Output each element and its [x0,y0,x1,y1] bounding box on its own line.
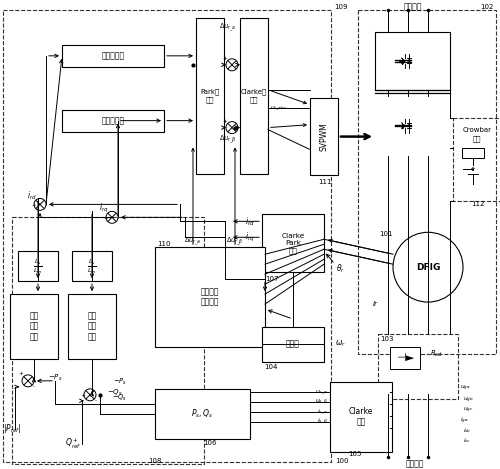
Text: $-P_s$: $-P_s$ [113,377,127,387]
Text: 111: 111 [318,180,332,185]
Text: $\Delta u_{r\_a}$: $\Delta u_{r\_a}$ [184,236,202,249]
Text: $i_{rd}$: $i_{rd}$ [245,215,255,227]
Text: -: - [95,398,97,403]
Text: $i_{sc}$: $i_{sc}$ [463,436,471,445]
Text: 锁相环: 锁相环 [286,340,300,348]
Bar [240,18,268,174]
Bar [453,118,500,201]
Text: Park逆
变换: Park逆 变换 [200,89,220,103]
Bar [262,214,324,272]
Text: $u_{s\_a}$: $u_{s\_a}$ [315,388,328,396]
Bar [375,32,450,90]
Text: 102: 102 [480,4,494,10]
Text: 104: 104 [264,364,278,370]
Text: 功率
控制
制器: 功率 控制 制器 [88,311,96,341]
Text: $\Delta u_{r\_\beta}$: $\Delta u_{r\_\beta}$ [219,134,237,146]
Text: 105: 105 [348,451,362,457]
Text: 109: 109 [334,4,348,10]
Text: 功率
控制
制器: 功率 控制 制器 [30,311,38,341]
Text: +: + [80,393,86,398]
Text: $i_{rq}$: $i_{rq}$ [246,231,255,244]
Text: 110: 110 [157,241,170,247]
Text: ⊣►: ⊣► [396,353,414,363]
Bar [62,110,164,132]
Bar [378,334,458,399]
Text: $\frac{L_s}{L_m}$: $\frac{L_s}{L_m}$ [87,257,97,276]
Text: 转子前馈
电压计算: 转子前馈 电压计算 [201,287,219,307]
Text: 电流控制器: 电流控制器 [102,116,124,125]
Bar [3,10,331,461]
Text: 电流控制器: 电流控制器 [102,51,124,61]
Text: Ir: Ir [373,301,378,307]
Text: SVPWM: SVPWM [320,122,328,151]
Text: $-Q_s$: $-Q_s$ [107,388,123,398]
Text: Clarke
Park
变换: Clarke Park 变换 [282,233,304,254]
Text: $|P_{ref}|$: $|P_{ref}|$ [3,422,22,435]
Bar [310,98,338,175]
Text: 三相电网: 三相电网 [404,2,422,11]
Bar [68,294,116,359]
Bar [330,382,392,452]
Text: $u_{s\_\beta}$: $u_{s\_\beta}$ [315,398,328,406]
Text: -: - [33,384,35,389]
Text: +: + [222,56,228,61]
Text: $u_{ga}$: $u_{ga}$ [460,384,470,393]
Text: $\Delta u_{r\_a}$: $\Delta u_{r\_a}$ [220,22,236,34]
Text: $u_{gb}$: $u_{gb}$ [463,396,474,405]
Text: Clarke
变换: Clarke 变换 [349,407,373,426]
Text: DFIG: DFIG [416,263,440,272]
Text: Clarke逆
变换: Clarke逆 变换 [241,89,267,103]
Text: $i_{sb}$: $i_{sb}$ [463,426,471,435]
Text: -: - [45,203,47,208]
Text: 107: 107 [265,276,278,282]
Text: $i_{rd}$: $i_{rd}$ [27,189,37,202]
Bar [196,18,224,174]
Bar [155,247,265,347]
Text: $u_{r\_abc}$: $u_{r\_abc}$ [270,104,287,112]
Text: 112: 112 [472,201,484,207]
Text: $R_{ad}$: $R_{ad}$ [430,349,443,359]
Bar [10,294,58,359]
Text: 106: 106 [203,439,217,446]
Text: 三相电网: 三相电网 [406,459,424,468]
Text: $i_{s\_\beta}$: $i_{s\_\beta}$ [317,417,328,426]
Text: $\Delta u_{r\_\beta}$: $\Delta u_{r\_\beta}$ [226,236,244,249]
Text: 电路: 电路 [473,135,481,142]
Text: $-Q_s$: $-Q_s$ [112,393,128,403]
Bar [358,10,496,354]
Bar [262,327,324,362]
Text: +: + [104,216,108,221]
Text: 101: 101 [380,231,393,237]
Text: $-P_s$: $-P_s$ [48,373,62,383]
Bar [72,251,112,281]
Bar [390,347,420,369]
Text: Crowbar: Crowbar [462,127,492,133]
Bar [62,45,164,67]
Bar [155,389,250,439]
Text: +: + [18,371,24,376]
Text: $Q_{ref}^+$: $Q_{ref}^+$ [65,437,81,451]
Text: $\theta_r$: $\theta_r$ [336,263,345,275]
Text: +: + [32,203,36,208]
Text: 103: 103 [380,336,394,342]
Text: $i_{s\_a}$: $i_{s\_a}$ [318,408,328,416]
Text: -: - [117,216,119,221]
Text: 108: 108 [148,458,162,463]
Text: $i_{rq}$: $i_{rq}$ [99,202,109,215]
Bar [12,217,204,463]
Text: $u_{gc}$: $u_{gc}$ [463,406,473,416]
Text: $\frac{L_s}{L_m}$: $\frac{L_s}{L_m}$ [33,257,43,276]
Text: +: + [222,119,228,124]
Text: $P_s, Q_s$: $P_s, Q_s$ [191,408,213,420]
Text: $i_{ga}$: $i_{ga}$ [460,416,468,426]
Bar [18,251,58,281]
Bar [462,148,484,158]
Text: 100: 100 [335,458,348,463]
Text: $\omega_r$: $\omega_r$ [335,339,346,349]
